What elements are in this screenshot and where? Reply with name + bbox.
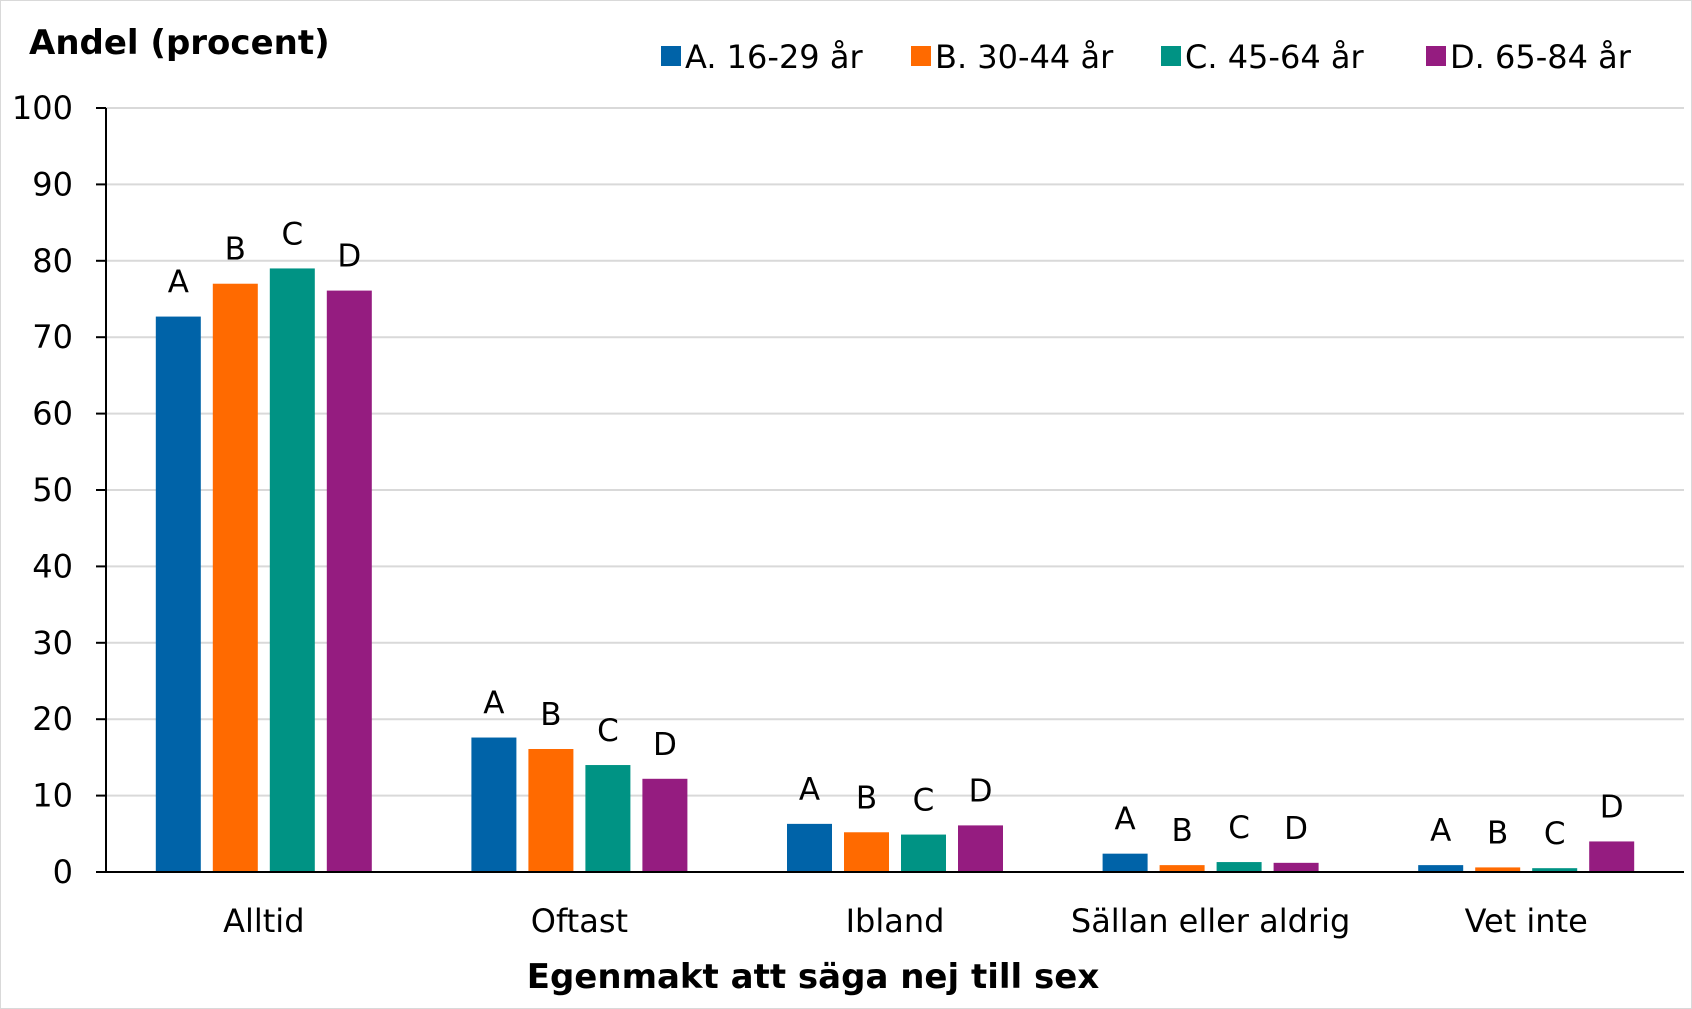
bar-label: C: [1228, 810, 1250, 846]
bars: AB CDA B C DA B C DA B C D A B CD: [155, 216, 1635, 873]
bar: [1418, 865, 1464, 872]
bar-label: C: [1544, 816, 1566, 852]
bar-label: D: [969, 773, 993, 809]
bar-label: B: [1487, 815, 1508, 851]
bar-label: B: [856, 780, 877, 816]
bar-label: C: [913, 783, 935, 819]
bar: [958, 825, 1003, 872]
legend-label: B. 30-44 år: [935, 38, 1114, 76]
y-tick-label: 20: [32, 700, 73, 738]
bar-label: B: [225, 232, 246, 268]
legend-swatch: [1161, 46, 1181, 66]
legend: A. 16-29 år B. 30-44 år C. 45-64 år D. 65-8…: [661, 38, 1632, 76]
bar-label: D: [653, 727, 677, 763]
bar: [1532, 868, 1578, 872]
y-tick-label: 10: [32, 777, 73, 815]
y-tick-label: 50: [32, 471, 73, 509]
bar-label: B: [540, 697, 561, 733]
bar: [326, 290, 372, 872]
bar-label: A: [483, 686, 504, 722]
y-tick-label: 0: [53, 853, 73, 891]
y-tick-label: 80: [32, 242, 73, 280]
bar-label: D: [1600, 789, 1624, 825]
bar-label: A: [1114, 802, 1135, 838]
y-tick-label: 70: [32, 318, 73, 356]
bar: [1273, 862, 1319, 872]
bar: [1216, 862, 1262, 872]
y-tick-label: 40: [32, 547, 73, 585]
legend-label: A. 16-29 år: [685, 38, 863, 76]
y-tick-label: 30: [32, 624, 73, 662]
legend-swatch: [911, 46, 931, 66]
y-tick-label: 100: [12, 89, 73, 127]
category-label: Vet inte: [1465, 902, 1588, 940]
bar: [1159, 865, 1205, 872]
bar: [269, 268, 315, 872]
bar: [1589, 841, 1635, 872]
bar: [642, 778, 688, 872]
bar-label: C: [597, 713, 619, 749]
bar-label: A: [1430, 813, 1451, 849]
category-label: Oftast: [531, 902, 628, 940]
bar: [212, 283, 258, 873]
bar: [1102, 853, 1148, 872]
bar: [471, 737, 517, 872]
bar-label: D: [1284, 811, 1308, 847]
bar: [155, 316, 201, 872]
bar-label: A: [168, 265, 189, 301]
legend-label: D. 65-84 år: [1450, 38, 1632, 76]
bar: [844, 832, 889, 872]
category-label: Alltid: [223, 902, 304, 940]
bar-label: B: [1171, 813, 1192, 849]
bar: [585, 765, 631, 872]
legend-swatch: [661, 46, 681, 66]
y-axis-label: Andel (procent): [29, 23, 330, 63]
bar-label: A: [799, 772, 820, 808]
axes: 0 10 20 30 40 50 60 70 80 90 100 Alltid Oftast Ibland…: [12, 89, 1684, 940]
bar: [528, 748, 574, 872]
legend-label: C. 45-64 år: [1185, 38, 1364, 76]
bar: [901, 834, 946, 872]
bar-label: C: [281, 216, 303, 252]
y-tick-label: 90: [32, 165, 73, 203]
x-axis-label: Egenmakt att säga nej till sex: [527, 957, 1100, 997]
y-tick-label: 60: [32, 395, 73, 433]
bar: [787, 823, 832, 872]
legend-swatch: [1426, 46, 1446, 66]
category-label: Sällan eller aldrig: [1071, 902, 1350, 940]
bar-label: D: [337, 239, 361, 275]
bar: [1475, 867, 1521, 872]
category-label: Ibland: [846, 902, 945, 940]
